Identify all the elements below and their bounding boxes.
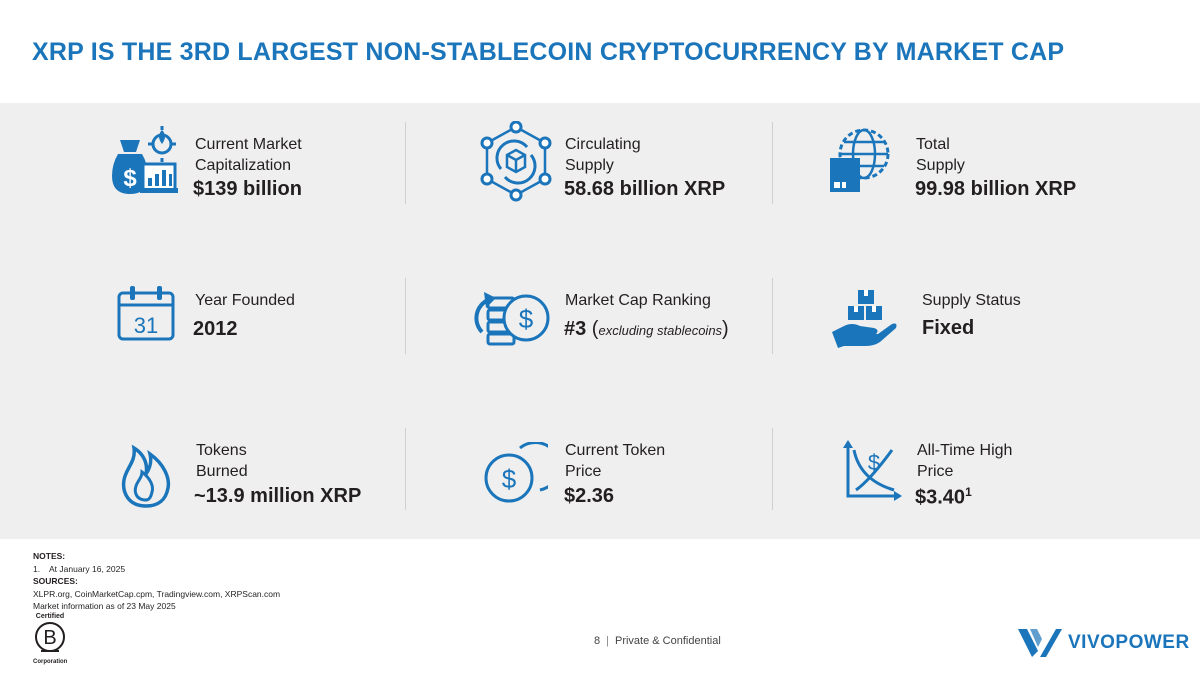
money-bag-chart-icon: $ xyxy=(106,124,184,198)
page-footer: 8 | Private & Confidential xyxy=(594,635,721,647)
page-title: XRP IS THE 3RD LARGEST NON-STABLECOIN CR… xyxy=(32,38,1065,66)
footnotes: NOTES: 1. At January 16, 2025 SOURCES: XL… xyxy=(33,551,281,611)
metric-value: $2.36 xyxy=(564,485,615,507)
metric-label: Current Token Price xyxy=(565,442,666,480)
bcorp-certification-logo: Certified B Corporation xyxy=(33,613,68,665)
divider xyxy=(772,122,773,204)
calendar-icon: 31 xyxy=(116,283,176,343)
page-number: 8 xyxy=(594,635,601,647)
metric-value: Fixed xyxy=(922,317,975,339)
metric-value: #3 (excluding stablecoins) xyxy=(564,318,729,340)
svg-text:$: $ xyxy=(519,304,534,334)
chart-dollar-icon: $ xyxy=(840,440,902,502)
divider xyxy=(405,428,406,510)
metric-label: Market Cap Ranking xyxy=(565,292,711,309)
metric-value: $139 billion xyxy=(193,178,302,200)
metrics-panel xyxy=(0,103,1200,539)
divider xyxy=(772,278,773,354)
metric-value: 58.68 billion XRP xyxy=(564,178,726,200)
svg-text:$: $ xyxy=(502,464,517,494)
hand-boxes-icon xyxy=(830,286,900,350)
flame-icon xyxy=(120,430,172,510)
metric-label: Circulating Supply xyxy=(565,136,641,174)
metric-value: $3.401 xyxy=(915,485,972,509)
svg-text:31: 31 xyxy=(134,313,158,338)
svg-text:$: $ xyxy=(123,165,137,192)
metric-value: 99.98 billion XRP xyxy=(915,178,1077,200)
bcorp-circle-icon: B xyxy=(35,622,65,652)
divider xyxy=(405,122,406,204)
coins-ranking-icon: $ xyxy=(466,284,554,348)
confidential-label: Private & Confidential xyxy=(614,635,721,647)
metric-label: Supply Status xyxy=(922,292,1021,309)
metric-value: ~13.9 million XRP xyxy=(194,485,362,507)
metric-label: Tokens Burned xyxy=(196,442,248,480)
metric-label: Total Supply xyxy=(916,136,965,174)
vivopower-logo: VIVOPOWER xyxy=(1018,627,1190,659)
divider xyxy=(405,278,406,354)
network-box-icon xyxy=(479,121,553,205)
metric-label: All-Time High Price xyxy=(917,442,1013,480)
metric-label: Year Founded xyxy=(195,292,295,309)
metric-value: 2012 xyxy=(193,318,238,340)
svg-text:$: $ xyxy=(868,450,880,475)
globe-box-icon xyxy=(828,124,892,196)
coin-dollar-icon: $ xyxy=(482,442,548,504)
metric-label: Current Market Capitalization xyxy=(195,136,302,174)
svg-text:B: B xyxy=(43,627,56,649)
vivopower-v-icon xyxy=(1018,629,1062,657)
divider xyxy=(772,428,773,510)
